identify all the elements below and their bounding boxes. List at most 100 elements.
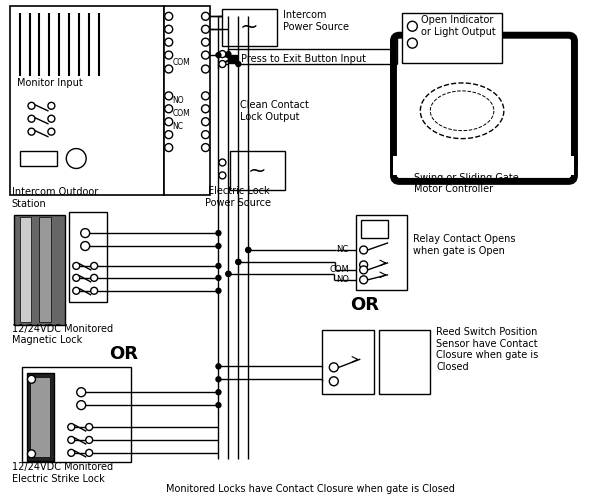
Circle shape (77, 400, 86, 409)
Circle shape (164, 26, 173, 33)
Circle shape (80, 242, 89, 250)
Circle shape (68, 424, 74, 430)
Bar (402, 14, 502, 63)
Circle shape (28, 116, 35, 122)
Bar (39, 217, 51, 322)
Text: ~: ~ (248, 160, 266, 180)
Circle shape (216, 264, 221, 268)
Circle shape (86, 450, 92, 456)
Text: Open Indicator
or Light Output: Open Indicator or Light Output (421, 16, 496, 37)
Circle shape (164, 38, 173, 46)
Circle shape (216, 276, 221, 280)
Circle shape (48, 116, 55, 122)
Bar (10, 6, 164, 196)
Circle shape (77, 388, 86, 396)
Circle shape (246, 248, 251, 252)
Circle shape (216, 402, 221, 407)
Circle shape (164, 118, 173, 126)
Bar (229, 55, 237, 63)
Text: Monitored Locks have Contact Closure when gate is Closed: Monitored Locks have Contact Closure whe… (166, 484, 455, 494)
Circle shape (201, 105, 210, 113)
Circle shape (91, 274, 98, 281)
Circle shape (201, 65, 210, 73)
Circle shape (216, 377, 221, 382)
Circle shape (359, 261, 368, 269)
Circle shape (66, 148, 86, 169)
Circle shape (219, 60, 226, 68)
Bar (14, 215, 66, 324)
Circle shape (236, 260, 241, 264)
Circle shape (216, 288, 221, 294)
Text: COM: COM (173, 58, 191, 66)
Circle shape (27, 450, 36, 458)
Circle shape (216, 230, 221, 235)
Circle shape (80, 228, 89, 237)
Bar (20, 217, 32, 322)
Circle shape (226, 272, 231, 276)
Circle shape (216, 52, 221, 58)
Circle shape (408, 22, 417, 31)
Bar (26, 374, 54, 461)
Circle shape (164, 105, 173, 113)
Text: Electric Lock
Power Source: Electric Lock Power Source (206, 186, 271, 208)
Circle shape (359, 276, 368, 284)
Bar (222, 10, 277, 46)
Bar (393, 156, 575, 176)
Text: OR: OR (350, 296, 378, 314)
Circle shape (236, 260, 241, 264)
FancyBboxPatch shape (393, 35, 575, 182)
Circle shape (408, 38, 417, 48)
Circle shape (91, 262, 98, 270)
Bar (164, 6, 210, 196)
Circle shape (201, 12, 210, 20)
Circle shape (201, 38, 210, 46)
Text: Press to Exit Button Input: Press to Exit Button Input (241, 54, 367, 64)
Text: NO: NO (336, 276, 349, 284)
Text: COM: COM (173, 110, 191, 118)
Text: Monitor Input: Monitor Input (17, 78, 82, 88)
Bar (20, 150, 57, 166)
Circle shape (28, 102, 35, 110)
Bar (361, 220, 389, 238)
Circle shape (73, 288, 80, 294)
Text: OR: OR (109, 346, 138, 364)
Circle shape (359, 246, 368, 254)
Circle shape (68, 450, 74, 456)
Bar (378, 330, 430, 394)
Circle shape (216, 364, 221, 369)
Circle shape (219, 172, 226, 179)
Circle shape (219, 159, 226, 166)
Circle shape (91, 288, 98, 294)
Circle shape (68, 436, 74, 444)
Circle shape (201, 51, 210, 59)
Circle shape (201, 130, 210, 138)
Circle shape (164, 12, 173, 20)
Text: 12/24VDC Monitored
Magnetic Lock: 12/24VDC Monitored Magnetic Lock (11, 324, 113, 345)
Bar (231, 150, 285, 190)
Circle shape (164, 51, 173, 59)
Circle shape (359, 266, 368, 274)
Text: Intercom
Power Source: Intercom Power Source (283, 10, 349, 32)
Circle shape (86, 424, 92, 430)
Circle shape (73, 262, 80, 270)
Text: Reed Switch Position
Sensor have Contact
Closure when gate is
Closed: Reed Switch Position Sensor have Contact… (436, 327, 538, 372)
Text: 12/24VDC Monitored
Electric Strike Lock: 12/24VDC Monitored Electric Strike Lock (11, 462, 113, 483)
Circle shape (246, 248, 251, 252)
Circle shape (201, 26, 210, 33)
Circle shape (330, 377, 339, 386)
Text: NO: NO (173, 96, 184, 106)
Circle shape (216, 244, 221, 248)
Circle shape (164, 130, 173, 138)
Bar (322, 330, 374, 394)
Text: Swing or Sliding Gate
Motor Controller: Swing or Sliding Gate Motor Controller (414, 172, 519, 194)
Circle shape (28, 128, 35, 135)
Circle shape (201, 92, 210, 100)
Text: NC: NC (336, 246, 348, 254)
Text: COM: COM (330, 266, 350, 274)
Circle shape (48, 102, 55, 110)
Text: Intercom Outdoor
Station: Intercom Outdoor Station (11, 188, 98, 209)
Circle shape (73, 274, 80, 281)
Text: NC: NC (173, 122, 184, 131)
Text: Clean Contact
Lock Output: Clean Contact Lock Output (240, 100, 309, 122)
Bar (356, 215, 408, 290)
